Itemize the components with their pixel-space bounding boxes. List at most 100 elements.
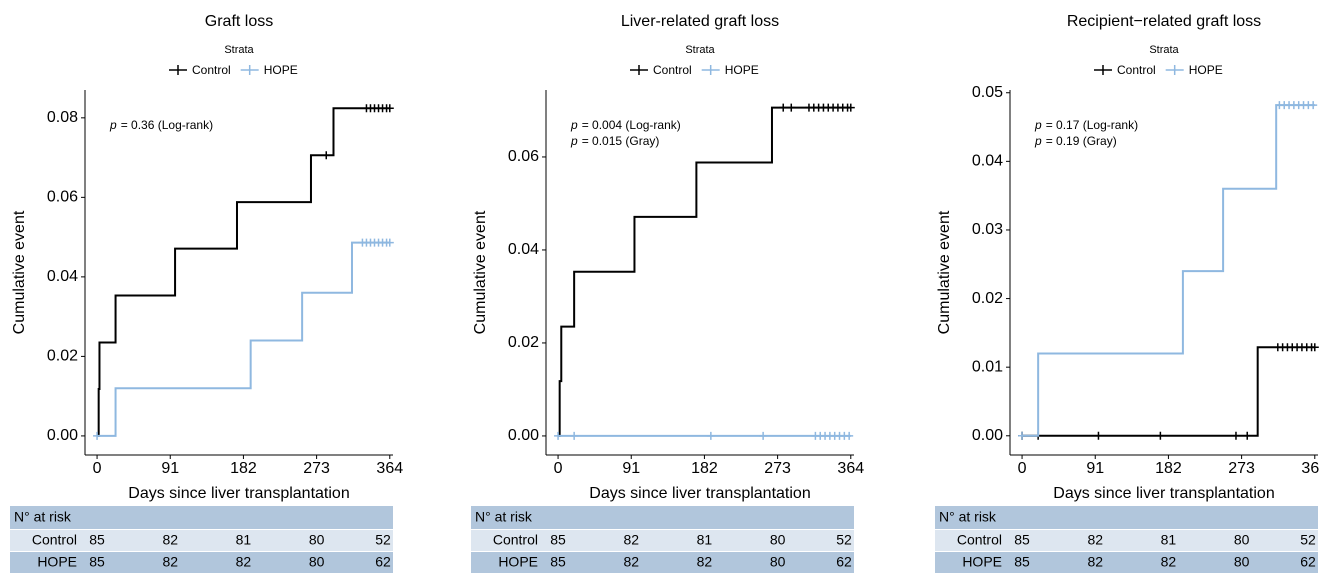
risk-table-value: 82	[697, 554, 713, 570]
risk-table-value: 80	[770, 532, 786, 548]
y-tick-label: 0.05	[972, 84, 1003, 101]
risk-table-row-label: HOPE	[962, 554, 1002, 570]
legend-title: Strata	[1149, 44, 1179, 56]
risk-table-value: 62	[836, 554, 852, 570]
x-tick-label: 182	[1155, 460, 1182, 477]
legend-label: HOPE	[1189, 63, 1223, 77]
risk-table-value: 82	[236, 554, 252, 570]
panel: Graft loss Strata Control HOPE 0.00 0.02 0.04 0…	[10, 13, 403, 573]
x-axis-label: Days since liver transplantation	[1053, 485, 1274, 502]
y-tick-label: 0.00	[47, 427, 78, 444]
legend-label: Control	[653, 63, 692, 77]
censor-mark	[385, 238, 394, 247]
censor-mark	[845, 431, 854, 440]
y-tick-label: 0.03	[972, 221, 1003, 238]
censor-mark	[759, 431, 768, 440]
panel: Recipient−related graft loss Strata Contro…	[935, 13, 1319, 573]
risk-table-row-label: HOPE	[498, 554, 538, 570]
censor-mark	[93, 431, 102, 440]
risk-table-value: 85	[89, 554, 105, 570]
risk-table-row-bg	[935, 552, 1318, 573]
risk-table-row-label: Control	[32, 532, 77, 548]
risk-table-value: 85	[550, 554, 566, 570]
legend-title: Strata	[685, 44, 715, 56]
x-tick-label: 182	[230, 460, 257, 477]
x-tick-label: 364	[1301, 460, 1319, 477]
y-tick-label: 0.06	[47, 189, 78, 206]
censor-mark	[554, 431, 563, 440]
censor-mark	[385, 104, 394, 113]
x-axis-label: Days since liver transplantation	[589, 485, 810, 502]
censor-mark	[1156, 431, 1165, 440]
risk-table-value: 80	[770, 554, 786, 570]
legend-label: Control	[192, 63, 231, 77]
y-tick-label: 0.00	[508, 427, 539, 444]
step-line	[1022, 104, 1315, 437]
censor-mark	[706, 431, 715, 440]
y-tick-label: 0.02	[508, 334, 539, 351]
panel: Liver-related graft loss Strata Control HOP…	[471, 13, 864, 573]
legend-symbol	[1094, 65, 1112, 75]
censor-mark	[787, 103, 796, 112]
legend-symbol	[240, 65, 259, 75]
y-tick-label: 0.04	[972, 153, 1003, 170]
risk-table-value: 81	[236, 532, 252, 548]
step-line	[97, 107, 390, 437]
risk-table-value: 85	[1014, 554, 1030, 570]
censor-mark	[1243, 431, 1252, 440]
x-tick-label: 0	[93, 460, 102, 477]
y-axis-label: Cumulative event	[472, 210, 489, 334]
annotation-text: = 0.36 (Log-rank)	[121, 118, 213, 132]
chart-title: Liver-related graft loss	[621, 13, 779, 30]
y-tick-label: 0.06	[508, 148, 539, 165]
y-tick-label: 0.08	[47, 109, 78, 126]
x-axis-label: Days since liver transplantation	[128, 485, 349, 502]
annotation-text: = 0.17 (Log-rank)	[1046, 118, 1138, 132]
risk-table-row-bg	[10, 530, 393, 551]
x-tick-label: 273	[1228, 460, 1255, 477]
chart-title: Recipient−related graft loss	[1067, 13, 1261, 30]
annotation-text: = 0.015 (Gray)	[582, 134, 660, 148]
risk-table-row-bg	[471, 552, 854, 573]
censor-mark	[570, 431, 579, 440]
legend-symbol	[630, 65, 648, 75]
risk-table-row-label: Control	[957, 532, 1002, 548]
risk-table-value: 80	[1234, 532, 1250, 548]
risk-table-value: 81	[1161, 532, 1177, 548]
risk-table-value: 52	[1300, 532, 1316, 548]
risk-table-value: 85	[89, 532, 105, 548]
legend-label: HOPE	[725, 63, 759, 77]
censor-mark	[1094, 431, 1103, 440]
risk-table-value: 82	[162, 554, 178, 570]
annotation-symbol: p	[1034, 134, 1042, 148]
censor-mark	[846, 103, 855, 112]
annotation-symbol: p	[1034, 118, 1042, 132]
x-tick-label: 91	[1086, 460, 1104, 477]
risk-table-row-label: HOPE	[37, 554, 77, 570]
risk-table-header-bg	[471, 506, 854, 529]
risk-table-value: 85	[550, 532, 566, 548]
risk-table-value: 82	[623, 532, 639, 548]
legend-symbol	[1165, 65, 1184, 75]
x-tick-label: 273	[303, 460, 330, 477]
x-tick-label: 273	[764, 460, 791, 477]
y-tick-label: 0.04	[508, 241, 539, 258]
legend-label: Control	[1117, 63, 1156, 77]
step-line	[558, 106, 851, 437]
risk-table-value: 52	[375, 532, 391, 548]
risk-table-row-bg	[471, 530, 854, 551]
x-tick-label: 0	[1018, 460, 1027, 477]
censor-mark	[779, 103, 788, 112]
y-axis-label: Cumulative event	[11, 210, 28, 334]
risk-table-value: 82	[162, 532, 178, 548]
legend-symbol	[169, 65, 187, 75]
step-line	[1022, 346, 1315, 437]
risk-table-row-label: Control	[493, 532, 538, 548]
annotation-symbol: p	[109, 118, 117, 132]
legend-title: Strata	[224, 44, 254, 56]
x-tick-label: 364	[837, 460, 864, 477]
chart-title: Graft loss	[205, 13, 273, 30]
annotation-text: = 0.19 (Gray)	[1046, 134, 1117, 148]
x-tick-label: 182	[691, 460, 718, 477]
